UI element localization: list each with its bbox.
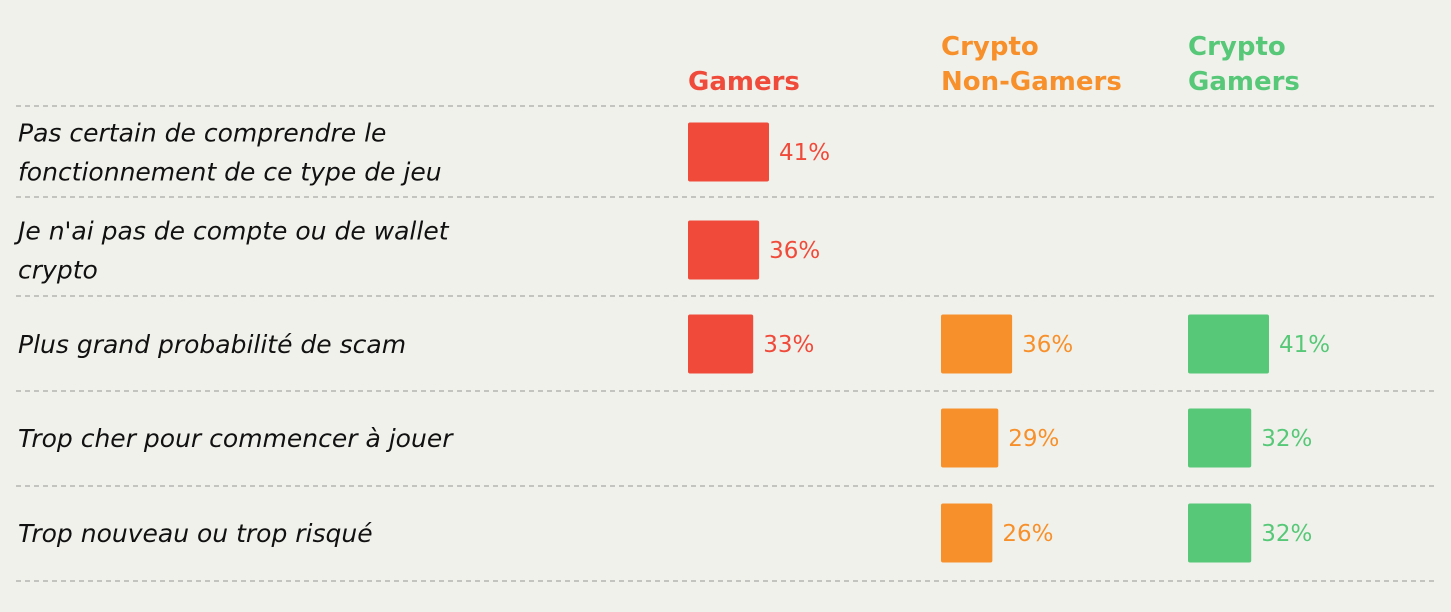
value-label-series-2-row-3: 36% — [1022, 332, 1073, 358]
value-label-series-2-row-4: 29% — [1008, 426, 1059, 452]
column-header-2-line-2: Non-Gamers — [941, 67, 1122, 97]
value-label-series-1-row-2: 36% — [769, 238, 820, 264]
value-label-series-3-row-5: 32% — [1261, 521, 1312, 547]
bar-series-1-row-1 — [688, 122, 769, 182]
row-label-3-line-1: Plus grand probabilité de scam — [18, 330, 406, 359]
value-label-series-1-row-3: 33% — [763, 332, 814, 358]
column-header-3-line-1: Crypto — [1188, 32, 1286, 62]
value-label-series-3-row-3: 41% — [1279, 332, 1330, 358]
bar-series-3-row-5 — [1188, 503, 1252, 563]
value-label-series-1-row-1: 41% — [779, 140, 830, 166]
column-header-3-line-2: Gamers — [1188, 67, 1300, 97]
row-label-4-line-1: Trop cher pour commencer à jouer — [18, 424, 454, 453]
row-label-5-line-1: Trop nouveau ou trop risqué — [18, 519, 373, 548]
bar-series-3-row-3 — [1188, 314, 1269, 374]
bar-series-3-row-4 — [1188, 408, 1252, 468]
column-header-2-line-1: Crypto — [941, 32, 1039, 62]
row-label-1-line-2: fonctionnement de ce type de jeu — [18, 158, 442, 187]
column-header-1-line-1: Gamers — [688, 67, 800, 97]
bar-series-2-row-3 — [941, 314, 1013, 374]
value-label-series-3-row-4: 32% — [1261, 426, 1312, 452]
bar-series-2-row-5 — [941, 503, 993, 563]
bar-series-1-row-3 — [688, 314, 754, 374]
row-label-2-line-1: Je n'ai pas de compte ou de wallet — [13, 217, 450, 246]
value-label-series-2-row-5: 26% — [1002, 521, 1053, 547]
row-label-1-line-1: Pas certain de comprendre le — [18, 119, 386, 148]
bar-series-1-row-2 — [688, 220, 760, 280]
row-label-2-line-2: crypto — [18, 256, 98, 285]
bar-series-2-row-4 — [941, 408, 999, 468]
